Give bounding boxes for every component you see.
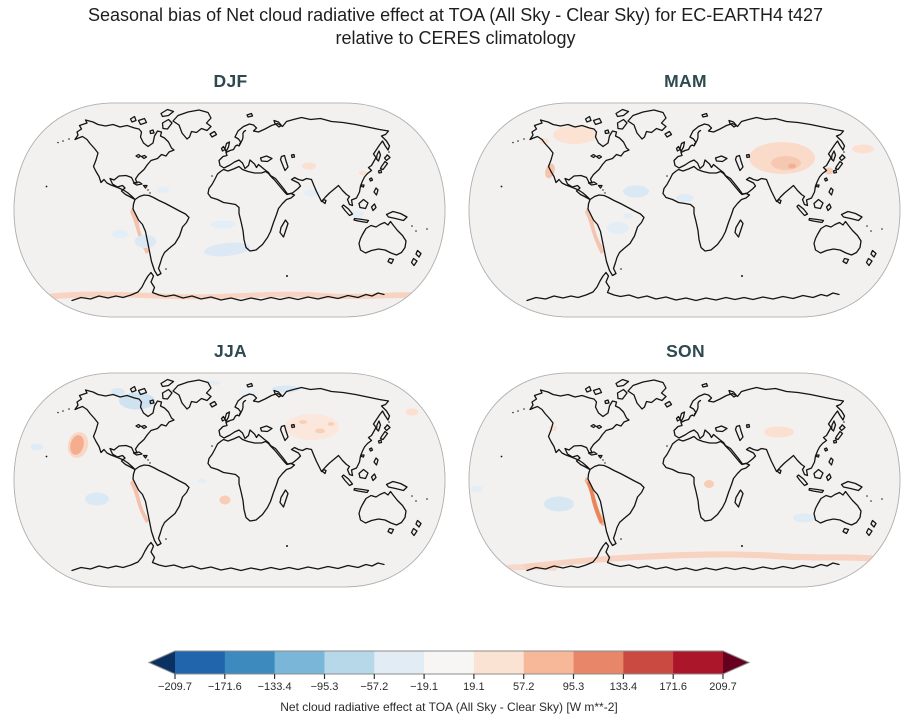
map-jja [13,372,446,588]
colorbar-ticks [174,674,724,679]
colorbar: −209.7 −171.6 −133.4 −95.3 −57.2 −19.1 1… [148,650,750,714]
colorbar-tick-label: −57.2 [360,681,389,693]
colorbar-tick-label: −171.6 [207,681,242,693]
map-son [468,372,901,588]
colorbar-segment [424,651,475,674]
colorbar-tick-label: 95.3 [562,681,585,693]
colorbar-segment [374,651,425,674]
colorbar-tick-label: 171.6 [659,681,687,693]
panel-title-jja: JJA [213,340,247,361]
colorbar-tick-label: −133.4 [257,681,292,693]
colorbar-over-arrow [723,651,749,674]
panel-title-son: SON [666,340,705,361]
figure-title: Seasonal bias of Net cloud radiative eff… [0,4,911,50]
colorbar-segment [473,651,525,674]
colorbar-segment [623,651,674,674]
colorbar-segment [573,651,624,674]
colorbar-segment [523,651,575,674]
colorbar-under-arrow [149,651,175,674]
bias-shading-jja [30,380,419,523]
figure-title-line1: Seasonal bias of Net cloud radiative eff… [88,5,823,25]
map-mam [468,102,901,318]
bias-shading-mam [539,126,874,254]
bias-shading-son [471,425,878,571]
colorbar-tick-label: 209.7 [709,681,737,693]
colorbar-tick-label: −19.1 [410,681,439,693]
colorbar-label: Net cloud radiative effect at TOA (All S… [280,700,618,714]
map-djf [13,102,446,318]
colorbar-segment [224,651,276,674]
panel-title-mam: MAM [664,70,707,91]
colorbar-segment [673,651,723,674]
colorbar-segment [324,651,375,674]
figure-title-line2: relative to CERES climatology [335,28,576,48]
colorbar-tick-labels: −209.7 −171.6 −133.4 −95.3 −57.2 −19.1 1… [148,681,750,697]
panel-title-djf: DJF [213,70,248,91]
panel-son: SON [468,332,903,590]
colorbar-tick-label: −209.7 [158,681,192,693]
colorbar-segment [175,651,226,674]
panel-mam: MAM [468,62,903,320]
colorbar-tick-label: 133.4 [609,681,638,693]
colorbar-tick-label: −95.3 [310,681,339,693]
colorbar-tick-label: 57.2 [512,681,535,693]
panel-jja: JJA [13,332,448,590]
colorbar-segment [274,651,325,674]
colorbar-tick-label: 19.1 [463,681,485,693]
colorbar-svg [148,650,750,679]
panel-djf: DJF [13,62,448,320]
